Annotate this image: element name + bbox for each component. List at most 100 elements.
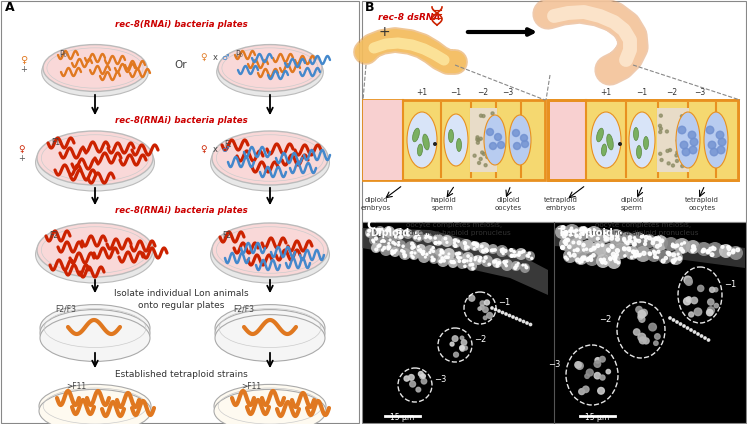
Circle shape xyxy=(403,251,405,253)
Circle shape xyxy=(434,237,436,239)
Circle shape xyxy=(485,248,487,251)
Circle shape xyxy=(605,237,609,241)
Text: Or: Or xyxy=(175,60,187,70)
Circle shape xyxy=(648,252,651,255)
Circle shape xyxy=(400,249,403,252)
Circle shape xyxy=(379,229,381,231)
Circle shape xyxy=(465,245,468,248)
Circle shape xyxy=(666,149,669,153)
Circle shape xyxy=(707,299,714,305)
Circle shape xyxy=(565,238,569,242)
Circle shape xyxy=(652,235,668,251)
Ellipse shape xyxy=(212,223,328,277)
Circle shape xyxy=(473,242,476,245)
Circle shape xyxy=(374,237,377,240)
Circle shape xyxy=(649,253,651,255)
Circle shape xyxy=(443,259,445,262)
Circle shape xyxy=(486,249,488,252)
Circle shape xyxy=(659,131,662,134)
Ellipse shape xyxy=(484,115,506,165)
Circle shape xyxy=(391,252,394,255)
Circle shape xyxy=(421,251,422,253)
Circle shape xyxy=(604,262,607,264)
Circle shape xyxy=(727,245,730,248)
Circle shape xyxy=(468,246,469,248)
Circle shape xyxy=(382,240,385,242)
Circle shape xyxy=(639,316,645,322)
Circle shape xyxy=(473,255,483,265)
Text: F2: F2 xyxy=(49,231,58,240)
Circle shape xyxy=(692,248,695,251)
Text: oocyte completes meiosis,
producing a diploid pronucleus: oocyte completes meiosis, producing a di… xyxy=(587,222,698,236)
Circle shape xyxy=(421,251,423,253)
Circle shape xyxy=(604,235,607,238)
Circle shape xyxy=(444,256,447,259)
Ellipse shape xyxy=(591,112,621,168)
Circle shape xyxy=(460,257,462,259)
Circle shape xyxy=(418,249,419,251)
Circle shape xyxy=(618,231,622,235)
Circle shape xyxy=(386,237,398,249)
Text: A: A xyxy=(5,1,15,14)
Circle shape xyxy=(585,374,589,378)
Circle shape xyxy=(681,165,684,167)
Circle shape xyxy=(441,260,443,262)
Circle shape xyxy=(633,329,640,335)
Text: +: + xyxy=(19,154,25,163)
Circle shape xyxy=(476,245,478,248)
Ellipse shape xyxy=(418,144,423,156)
Circle shape xyxy=(453,261,454,262)
Ellipse shape xyxy=(214,385,326,424)
Circle shape xyxy=(492,258,502,268)
Circle shape xyxy=(674,238,690,254)
Circle shape xyxy=(672,164,675,167)
Circle shape xyxy=(373,241,375,243)
Circle shape xyxy=(428,234,430,237)
Circle shape xyxy=(393,250,396,253)
Circle shape xyxy=(607,255,621,269)
Circle shape xyxy=(610,237,613,240)
Circle shape xyxy=(697,242,711,256)
Circle shape xyxy=(686,240,700,254)
Circle shape xyxy=(689,312,694,317)
Circle shape xyxy=(406,232,408,234)
Circle shape xyxy=(387,246,389,248)
Circle shape xyxy=(694,308,701,315)
Polygon shape xyxy=(362,228,548,295)
Circle shape xyxy=(638,310,645,318)
Circle shape xyxy=(383,240,385,242)
Circle shape xyxy=(568,252,571,255)
Circle shape xyxy=(610,245,613,247)
Circle shape xyxy=(582,243,585,247)
Circle shape xyxy=(460,347,465,351)
Circle shape xyxy=(672,261,675,264)
Circle shape xyxy=(462,260,465,263)
Circle shape xyxy=(564,256,567,259)
Circle shape xyxy=(566,258,568,260)
Circle shape xyxy=(421,374,425,378)
Circle shape xyxy=(654,334,660,339)
Circle shape xyxy=(368,230,371,232)
Circle shape xyxy=(489,142,497,150)
Circle shape xyxy=(564,224,580,240)
Circle shape xyxy=(658,250,672,264)
Circle shape xyxy=(565,239,567,241)
Circle shape xyxy=(656,245,659,248)
Circle shape xyxy=(493,260,496,263)
Circle shape xyxy=(585,252,599,266)
Circle shape xyxy=(530,257,533,259)
Ellipse shape xyxy=(629,112,655,168)
Circle shape xyxy=(488,263,490,265)
Circle shape xyxy=(411,242,414,245)
Circle shape xyxy=(690,138,698,146)
Circle shape xyxy=(411,246,414,249)
Circle shape xyxy=(486,137,489,139)
Ellipse shape xyxy=(218,45,322,92)
Circle shape xyxy=(565,239,568,242)
Circle shape xyxy=(675,154,678,157)
Circle shape xyxy=(389,239,391,241)
Circle shape xyxy=(622,247,626,251)
Circle shape xyxy=(709,247,713,251)
Circle shape xyxy=(498,262,500,264)
Circle shape xyxy=(582,232,584,234)
